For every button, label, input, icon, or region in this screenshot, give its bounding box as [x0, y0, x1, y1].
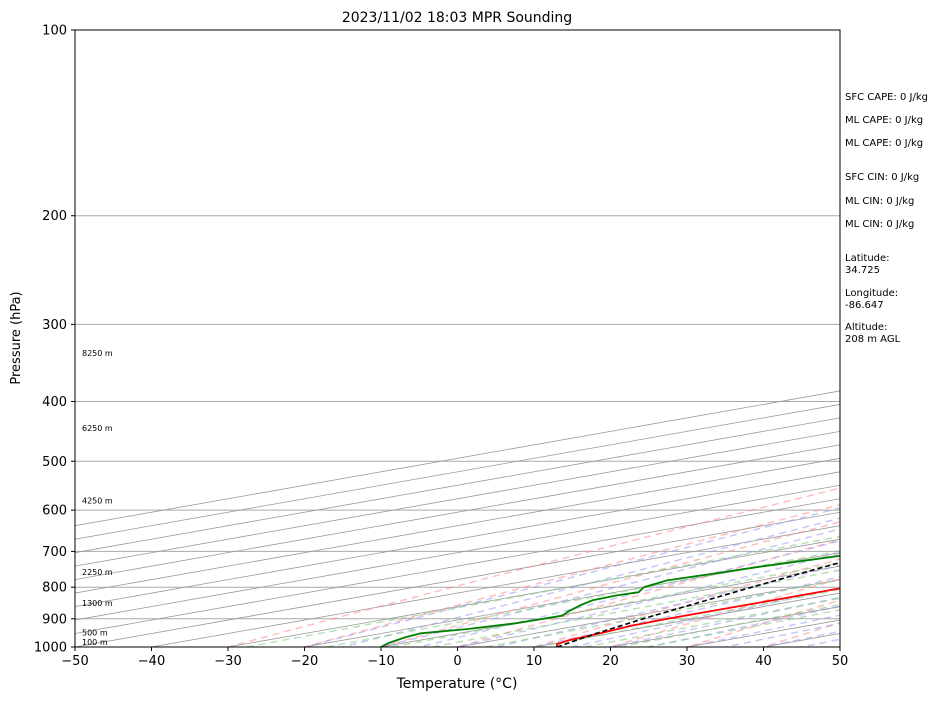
sfc-cape-text: SFC CAPE: 0 J/kg — [845, 92, 928, 104]
ml-cape-text: ML CAPE: 0 J/kg — [845, 115, 923, 127]
ml-cin-text: ML CIN: 0 J/kg — [845, 196, 914, 208]
x-tick-label: −40 — [138, 654, 165, 669]
height-label: 1300 m — [82, 599, 113, 608]
y-tick-label: 300 — [42, 318, 67, 333]
y-tick-label: 700 — [42, 545, 67, 560]
x-tick-label: 50 — [832, 654, 849, 669]
ml-cin-text-2: ML CIN: 0 J/kg — [845, 219, 914, 231]
y-tick-label: 600 — [42, 504, 67, 519]
x-tick-label: 0 — [453, 654, 461, 669]
height-label: 6250 m — [82, 424, 113, 433]
sfc-cin-text: SFC CIN: 0 J/kg — [845, 172, 919, 184]
y-tick-label: 500 — [42, 455, 67, 470]
height-label: 2250 m — [82, 568, 113, 577]
x-tick-label: −30 — [214, 654, 241, 669]
y-tick-label: 400 — [42, 395, 67, 410]
y-axis-label: Pressure (hPa) — [9, 291, 24, 384]
ml-cape-text-2: ML CAPE: 0 J/kg — [845, 138, 923, 150]
height-label: 100 m — [82, 638, 108, 647]
x-tick-label: −10 — [367, 654, 394, 669]
y-tick-label: 800 — [42, 581, 67, 596]
height-label: 8250 m — [82, 349, 113, 358]
y-tick-label: 100 — [42, 24, 67, 39]
x-tick-label: 10 — [526, 654, 543, 669]
x-tick-label: 30 — [679, 654, 696, 669]
longitude-text: Longitude: -86.647 — [845, 288, 898, 312]
y-tick-label: 900 — [42, 612, 67, 627]
height-label: 4250 m — [82, 497, 113, 506]
chart-title: 2023/11/02 18:03 MPR Sounding — [342, 10, 572, 26]
height-label: 500 m — [82, 628, 108, 637]
latitude-text: Latitude: 34.725 — [845, 253, 890, 277]
x-tick-label: 20 — [602, 654, 619, 669]
x-tick-label: 40 — [755, 654, 772, 669]
altitude-text: Altitude: 208 m AGL — [845, 322, 900, 346]
x-axis-label: Temperature (°C) — [396, 676, 518, 692]
y-tick-label: 200 — [42, 209, 67, 224]
x-tick-label: −50 — [61, 654, 88, 669]
x-tick-label: −20 — [291, 654, 318, 669]
